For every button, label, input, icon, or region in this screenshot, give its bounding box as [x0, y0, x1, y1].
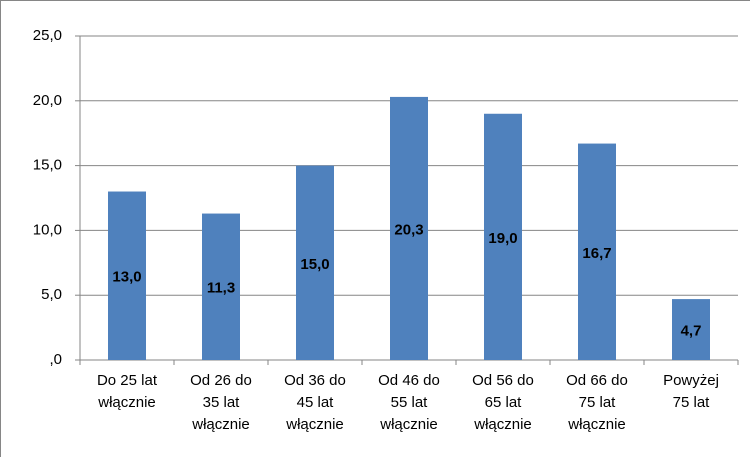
- bar: [578, 143, 616, 360]
- data-label: 4,7: [681, 323, 702, 340]
- x-tick-label-box: Do 25 lat włącznie: [96, 372, 158, 411]
- y-tick-label: 20,0: [33, 92, 62, 109]
- data-label: 19,0: [488, 230, 517, 247]
- x-tick-label: Od 56 do 65 lat włącznie: [472, 372, 534, 433]
- bar: [484, 113, 522, 360]
- y-tick-label: 15,0: [33, 157, 62, 174]
- x-tick-label-box: Od 56 do 65 lat włącznie: [472, 372, 534, 433]
- bar: [390, 96, 428, 361]
- x-tick-label: Od 26 do 35 lat włącznie: [190, 372, 252, 433]
- x-tick-label-box: Od 46 do 55 lat włącznie: [378, 372, 440, 433]
- bar: [108, 191, 146, 360]
- x-tick-label: Od 46 do 55 lat włącznie: [378, 372, 440, 433]
- y-tick-label: ,0: [49, 351, 62, 368]
- x-tick-label: Powyżej 75 lat: [663, 372, 719, 411]
- x-tick-label: Od 36 do 45 lat włącznie: [284, 372, 346, 433]
- data-label: 15,0: [300, 256, 329, 273]
- bar: [672, 299, 710, 360]
- data-label: 16,7: [582, 245, 611, 262]
- x-tick-label-box: Powyżej 75 lat: [663, 372, 719, 411]
- data-label: 20,3: [394, 221, 423, 238]
- data-label: 13,0: [112, 269, 141, 286]
- x-tick-label-box: Od 26 do 35 lat włącznie: [190, 372, 252, 433]
- x-tick-label-box: Od 66 do 75 lat włącznie: [566, 372, 628, 433]
- bar: [202, 213, 240, 360]
- y-tick-label: 5,0: [41, 286, 62, 303]
- x-tick-label-box: Od 36 do 45 lat włącznie: [284, 372, 346, 433]
- y-tick-label: 10,0: [33, 221, 62, 238]
- x-tick-label: Do 25 lat włącznie: [96, 372, 158, 411]
- bar: [296, 165, 334, 360]
- x-tick-label: Od 66 do 75 lat włącznie: [566, 372, 628, 433]
- data-label: 11,3: [207, 280, 235, 297]
- y-tick-label: 25,0: [33, 27, 62, 44]
